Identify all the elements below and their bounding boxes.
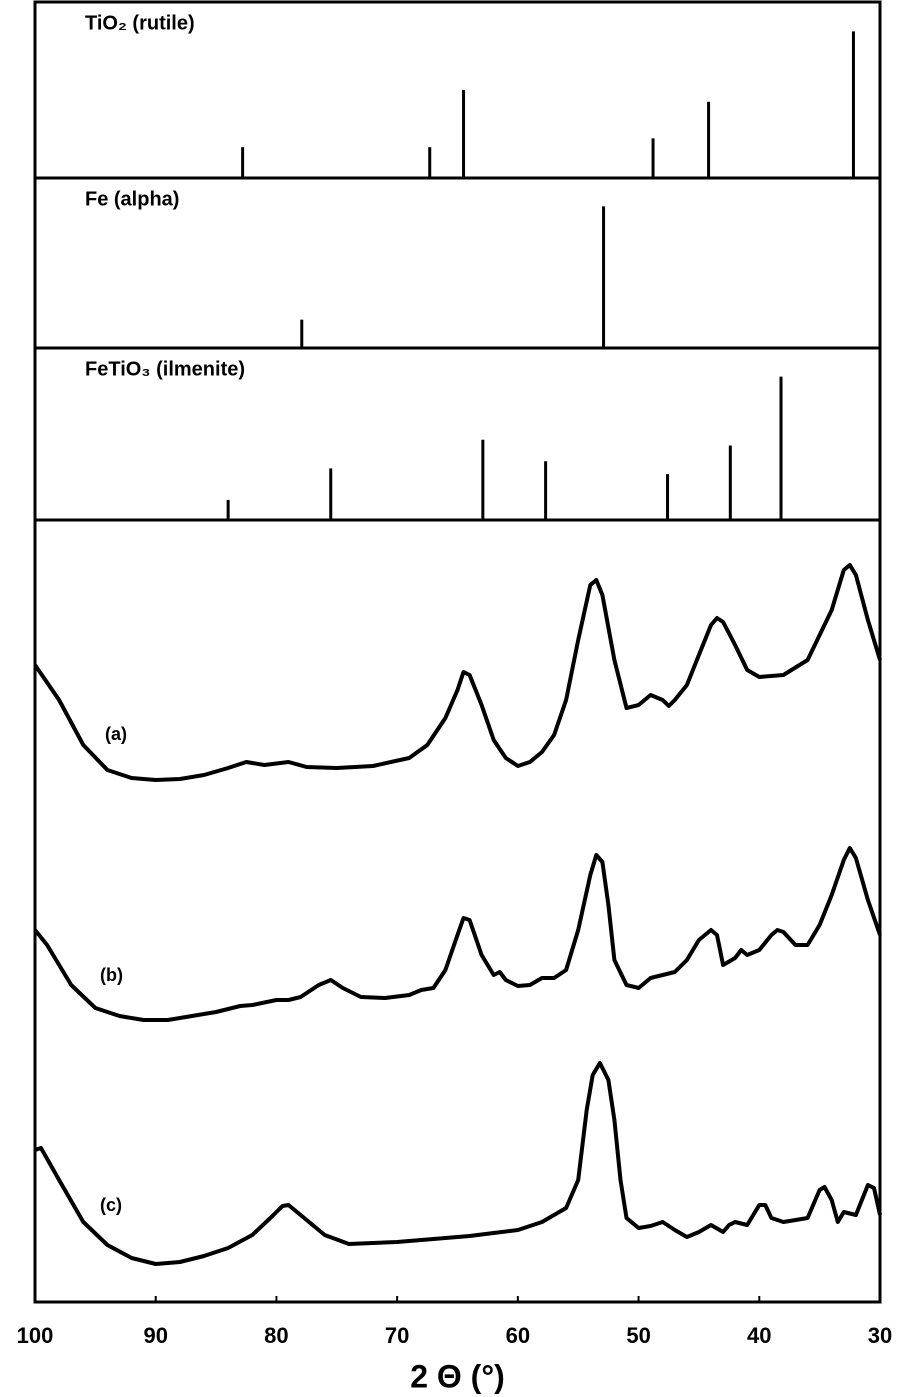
x-tick-label: 30 <box>868 1323 892 1348</box>
panel-title: FeTiO₃ (ilmenite) <box>85 358 245 380</box>
x-tick-label: 70 <box>385 1323 409 1348</box>
x-tick-label: 40 <box>747 1323 771 1348</box>
x-tick-label: 50 <box>626 1323 650 1348</box>
x-tick-label: 100 <box>17 1323 54 1348</box>
trace <box>34 1061 882 1266</box>
x-tick-label: 90 <box>143 1323 167 1348</box>
panel-title: Fe (alpha) <box>85 188 179 210</box>
x-tick-label: 80 <box>264 1323 288 1348</box>
x-tick-label: 60 <box>506 1323 530 1348</box>
panel-frame <box>33 518 882 1304</box>
trace <box>33 563 882 782</box>
series-label: (b) <box>100 965 123 985</box>
panel-title: TiO₂ (rutile) <box>85 12 195 34</box>
trace <box>33 846 882 1022</box>
series-label: (c) <box>100 1195 122 1215</box>
x-axis-label: 2 Θ (°) <box>410 1358 505 1394</box>
series-label: (a) <box>105 724 127 744</box>
